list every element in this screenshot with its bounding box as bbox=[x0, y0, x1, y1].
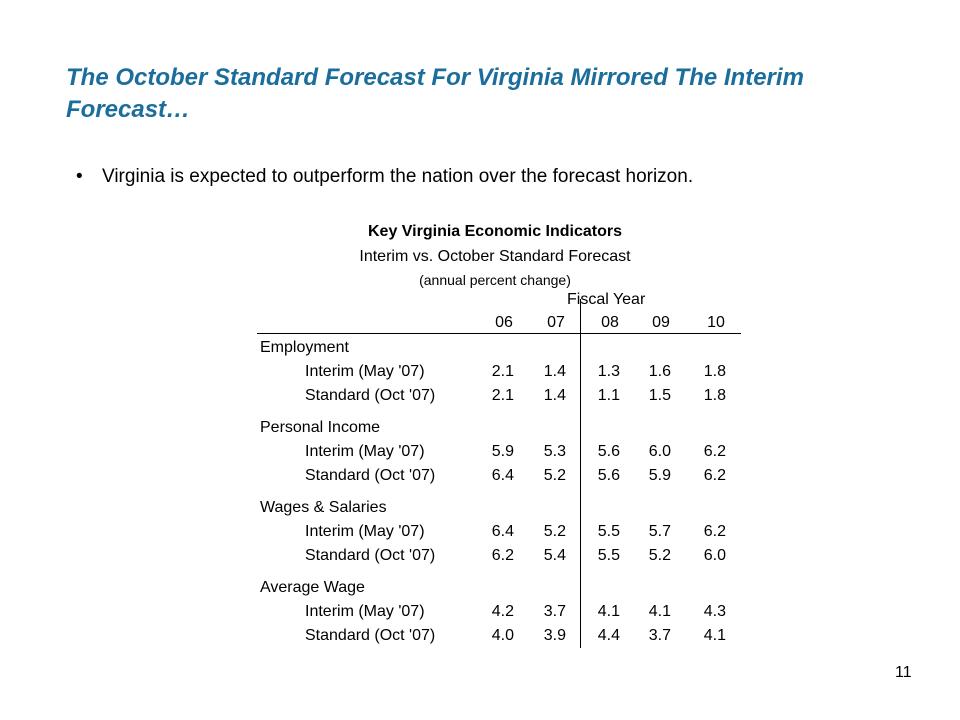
forecast-divider bbox=[580, 299, 581, 648]
year-header: 06 bbox=[495, 314, 513, 331]
table-title: Key Virginia Economic Indicators bbox=[368, 223, 622, 240]
year-header: 07 bbox=[547, 314, 565, 331]
table-cell: 4.1 bbox=[597, 603, 620, 620]
fiscal-year-header: Fiscal Year bbox=[567, 291, 646, 308]
table-cell: 6.2 bbox=[703, 523, 726, 540]
row-label: Interim (May '07) bbox=[305, 523, 425, 540]
year-header: 08 bbox=[601, 314, 619, 331]
section-label: Employment bbox=[260, 339, 349, 356]
table-cell: 3.7 bbox=[648, 627, 671, 644]
table-cell: 4.4 bbox=[597, 627, 620, 644]
table-cell: 5.2 bbox=[543, 467, 566, 484]
table-cell: 5.5 bbox=[597, 547, 620, 564]
bullet-dot: • bbox=[76, 166, 83, 187]
table-cell: 1.8 bbox=[703, 387, 726, 404]
bullet-text: Virginia is expected to outperform the n… bbox=[102, 166, 694, 187]
page-number: 11 bbox=[895, 664, 912, 681]
year-header: 10 bbox=[707, 314, 725, 331]
header-rule bbox=[257, 333, 741, 334]
table-cell: 2.1 bbox=[491, 363, 514, 380]
table-cell: 5.2 bbox=[648, 547, 671, 564]
table-cell: 6.2 bbox=[703, 467, 726, 484]
table-cell: 1.5 bbox=[648, 387, 671, 404]
table-cell: 6.4 bbox=[491, 467, 514, 484]
table-cell: 4.0 bbox=[491, 627, 514, 644]
table-cell: 3.7 bbox=[543, 603, 566, 620]
table-cell: 5.3 bbox=[543, 443, 566, 460]
table-unit-note: (annual percent change) bbox=[419, 272, 571, 288]
table-cell: 6.0 bbox=[703, 547, 726, 564]
table-cell: 6.4 bbox=[491, 523, 514, 540]
table-cell: 4.2 bbox=[491, 603, 514, 620]
table-cell: 4.1 bbox=[648, 603, 671, 620]
table-cell: 5.9 bbox=[491, 443, 514, 460]
section-label: Average Wage bbox=[260, 579, 365, 596]
row-label: Interim (May '07) bbox=[305, 363, 425, 380]
table-cell: 5.4 bbox=[543, 547, 566, 564]
table-cell: 5.7 bbox=[648, 523, 671, 540]
table-cell: 4.3 bbox=[703, 603, 726, 620]
table-cell: 1.8 bbox=[703, 363, 726, 380]
row-label: Standard (Oct '07) bbox=[305, 467, 436, 484]
table-cell: 2.1 bbox=[491, 387, 514, 404]
table-cell: 5.6 bbox=[597, 443, 620, 460]
table-cell: 1.4 bbox=[543, 387, 566, 404]
table-cell: 5.9 bbox=[648, 467, 671, 484]
table-cell: 5.2 bbox=[543, 523, 566, 540]
table-cell: 6.0 bbox=[648, 443, 671, 460]
section-label: Personal Income bbox=[260, 419, 381, 436]
table-cell: 6.2 bbox=[491, 547, 514, 564]
table-cell: 5.6 bbox=[597, 467, 620, 484]
table-cell: 1.3 bbox=[597, 363, 620, 380]
row-label: Standard (Oct '07) bbox=[305, 387, 436, 404]
table-cell: 6.2 bbox=[703, 443, 726, 460]
table-cell: 4.1 bbox=[703, 627, 726, 644]
slide-title: The October Standard Forecast For Virgin… bbox=[66, 64, 804, 123]
table-subtitle: Interim vs. October Standard Forecast bbox=[359, 248, 631, 265]
table-cell: 1.6 bbox=[648, 363, 671, 380]
table-cell: 1.4 bbox=[543, 363, 566, 380]
table-cell: 5.5 bbox=[597, 523, 620, 540]
section-label: Wages & Salaries bbox=[260, 499, 387, 516]
table-cell: 3.9 bbox=[543, 627, 566, 644]
row-label: Interim (May '07) bbox=[305, 603, 425, 620]
row-label: Standard (Oct '07) bbox=[305, 547, 436, 564]
table-cell: 1.1 bbox=[597, 387, 620, 404]
row-label: Interim (May '07) bbox=[305, 443, 425, 460]
year-header: 09 bbox=[652, 314, 670, 331]
row-label: Standard (Oct '07) bbox=[305, 627, 436, 644]
